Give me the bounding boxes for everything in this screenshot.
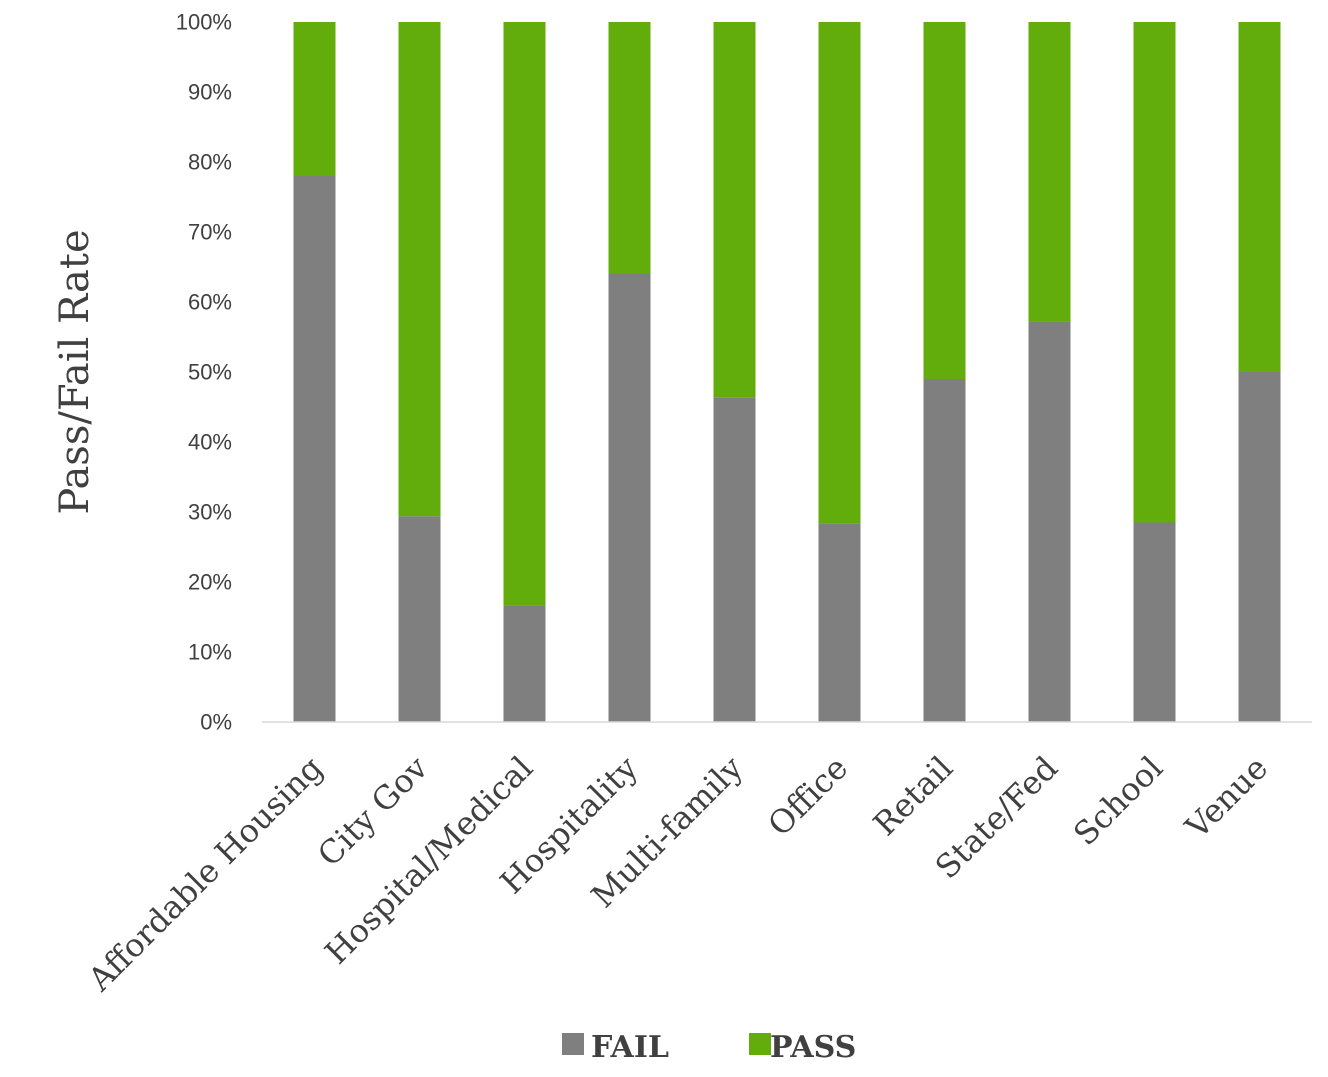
bar-pass-3 <box>608 22 651 274</box>
y-tick-label: 20% <box>188 570 232 595</box>
y-tick-label: 100% <box>176 10 232 35</box>
bar-fail-4 <box>713 397 756 722</box>
y-tick-label: 80% <box>188 150 232 175</box>
legend-label-fail: FAIL <box>591 1030 669 1065</box>
bar-pass-9 <box>1238 22 1281 372</box>
legend-swatch-pass <box>749 1033 771 1055</box>
bar-pass-1 <box>398 22 441 517</box>
x-tick-label: Venue <box>1177 749 1275 847</box>
x-tick-label: Office <box>760 749 855 844</box>
bar-fail-6 <box>923 379 966 722</box>
legend-label-pass: PASS <box>770 1030 856 1065</box>
y-tick-label: 90% <box>188 80 232 105</box>
bar-fail-1 <box>398 516 441 722</box>
bar-pass-6 <box>923 22 966 379</box>
bar-pass-4 <box>713 22 756 398</box>
y-axis-ticks: 0% 10% 20% 30% 40% 50% 60% 70% 80% 90% 100% <box>176 10 232 735</box>
bar-fail-7 <box>1028 321 1071 722</box>
bar-pass-7 <box>1028 22 1071 322</box>
y-tick-label: 40% <box>188 430 232 455</box>
y-tick-label: 60% <box>188 290 232 315</box>
bar-fail-9 <box>1238 372 1281 722</box>
bar-fail-0 <box>293 176 336 722</box>
y-tick-label: 70% <box>188 220 232 245</box>
bar-pass-2 <box>503 22 546 606</box>
y-tick-label: 30% <box>188 500 232 525</box>
bars <box>293 22 1281 722</box>
x-tick-label: Retail <box>866 749 960 843</box>
bar-fail-8 <box>1133 522 1176 722</box>
legend-swatch-fail <box>562 1033 584 1055</box>
bar-pass-8 <box>1133 22 1176 523</box>
y-axis-title: Pass/Fail Rate <box>52 229 98 514</box>
bar-pass-0 <box>293 22 336 176</box>
x-tick-label: School <box>1066 749 1170 853</box>
bar-fail-3 <box>608 274 651 722</box>
bar-fail-2 <box>503 605 546 722</box>
bar-fail-5 <box>818 523 861 722</box>
y-tick-label: 0% <box>200 710 232 735</box>
x-tick-label: Affordable Housing <box>80 749 330 999</box>
y-tick-label: 10% <box>188 640 232 665</box>
legend: FAIL PASS <box>562 1030 856 1065</box>
y-tick-label: 50% <box>188 360 232 385</box>
bar-pass-5 <box>818 22 861 524</box>
